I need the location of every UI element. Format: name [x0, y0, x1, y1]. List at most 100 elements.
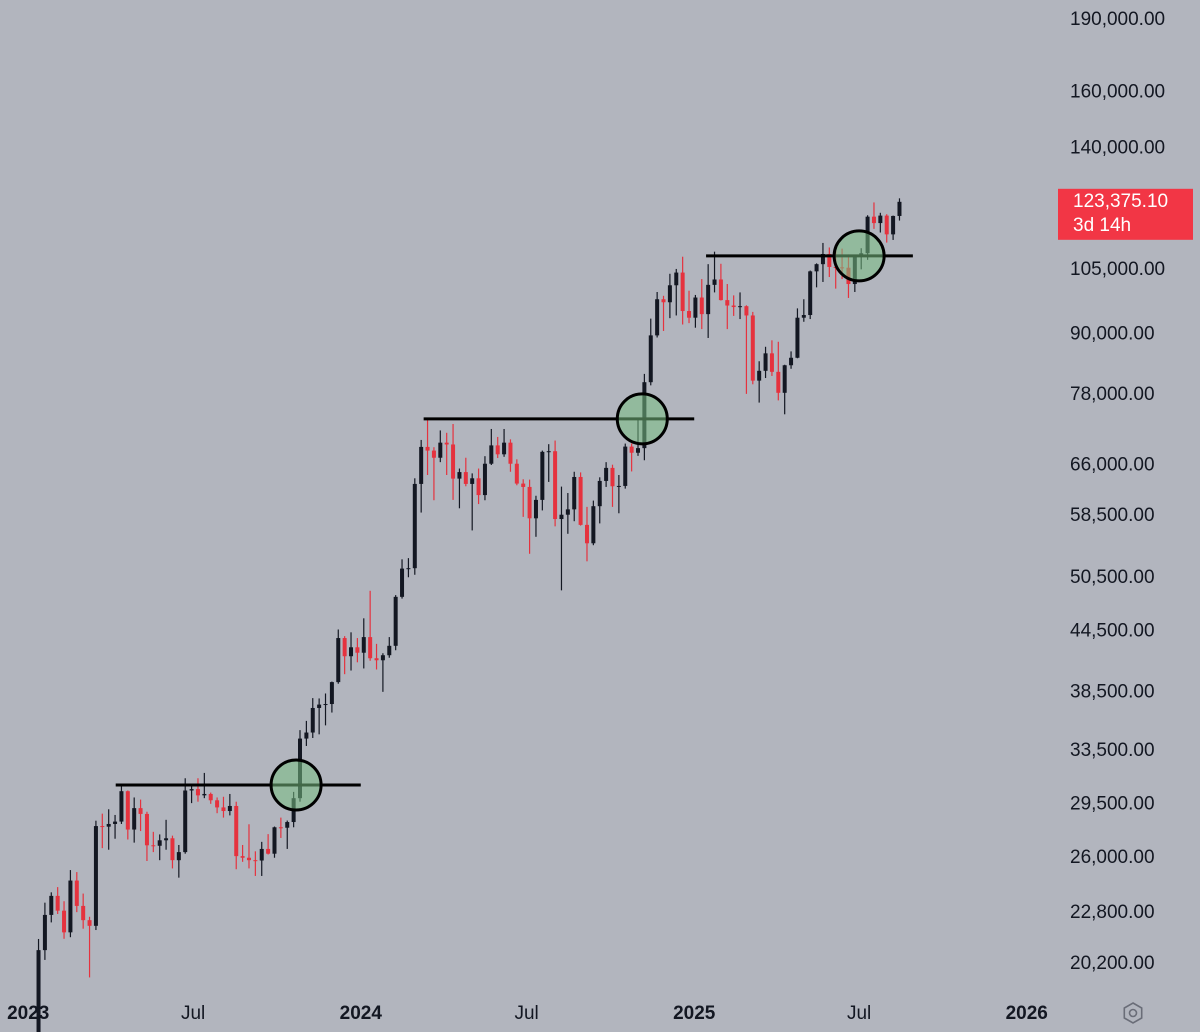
- candle: [317, 698, 322, 735]
- candle: [42, 902, 47, 960]
- candle: [132, 797, 137, 843]
- candle-body: [693, 297, 698, 318]
- candle: [425, 418, 430, 476]
- candle: [374, 643, 379, 670]
- candle: [106, 809, 111, 850]
- candle-body: [687, 311, 692, 318]
- last-price-tag: 123,375.10 3d 14h: [1058, 188, 1193, 240]
- candle: [699, 279, 704, 330]
- breakout-circle: [832, 229, 886, 283]
- candle-body: [782, 365, 787, 393]
- x-tick-label: 2023: [7, 1003, 49, 1024]
- candle: [329, 681, 334, 713]
- candle: [674, 268, 679, 316]
- y-tick-label: 160,000.00: [1070, 81, 1165, 102]
- candle: [801, 299, 806, 322]
- candle: [438, 430, 443, 463]
- y-tick-label: 190,000.00: [1070, 9, 1165, 30]
- axes: 190,000.00 160,000.00 140,000.00 105,000.00…: [7, 9, 1165, 1024]
- candle: [380, 653, 385, 692]
- candle: [304, 720, 309, 746]
- candle-body: [878, 215, 883, 224]
- candle-body: [144, 813, 149, 846]
- candle-body: [355, 647, 360, 653]
- candle: [489, 428, 494, 466]
- x-tick-label: Jul: [514, 1003, 538, 1024]
- candle-body: [234, 805, 239, 857]
- candle: [667, 273, 672, 319]
- candle-body: [183, 790, 188, 853]
- candle-body: [463, 472, 468, 484]
- candle: [93, 820, 98, 931]
- candle-body: [368, 637, 373, 659]
- candle-body: [744, 306, 749, 316]
- candle-body: [814, 264, 819, 272]
- candle-body: [361, 637, 366, 653]
- candle-body: [349, 647, 354, 657]
- candle: [693, 294, 698, 328]
- candle-body: [706, 284, 711, 315]
- candle: [355, 638, 360, 663]
- candle: [514, 459, 519, 486]
- candle-body: [521, 483, 526, 487]
- candle: [183, 778, 188, 854]
- candle: [597, 477, 602, 524]
- candle-body: [431, 450, 436, 458]
- x-tick-label: 2025: [673, 1003, 716, 1024]
- candle-body: [342, 638, 347, 657]
- candle-body: [425, 446, 430, 451]
- x-tick-label: Jul: [181, 1003, 205, 1024]
- candle-body: [801, 315, 806, 318]
- candle: [687, 290, 692, 324]
- y-tick-label: 44,500.00: [1070, 620, 1155, 641]
- candle-body: [655, 299, 660, 336]
- candle: [125, 790, 130, 840]
- candle: [718, 263, 723, 301]
- candle: [750, 311, 755, 385]
- candle: [769, 340, 774, 376]
- candle: [451, 424, 456, 500]
- candle-body: [195, 789, 200, 796]
- candle: [259, 841, 264, 876]
- candle: [113, 814, 118, 839]
- candle-body: [132, 808, 137, 830]
- candle-body: [336, 638, 341, 683]
- candle: [591, 500, 596, 546]
- candle-body: [329, 682, 334, 705]
- x-tick-label: 2026: [1006, 1003, 1048, 1024]
- y-tick-label: 66,000.00: [1070, 454, 1155, 475]
- candle-body: [604, 467, 609, 481]
- candle: [482, 456, 487, 501]
- candle-body: [699, 297, 704, 315]
- candle-body: [514, 463, 519, 484]
- candle: [738, 292, 743, 320]
- candle: [278, 817, 283, 838]
- candle-body: [680, 272, 685, 312]
- candle: [272, 826, 277, 858]
- candle: [623, 443, 628, 489]
- candle-body: [871, 216, 876, 224]
- candle-body: [253, 860, 258, 862]
- settings-icon[interactable]: [1123, 1002, 1143, 1024]
- candle-body: [221, 807, 226, 812]
- candle-body: [304, 732, 309, 739]
- candle: [584, 506, 589, 562]
- x-tick-label: Jul: [847, 1003, 871, 1024]
- candle-body: [36, 950, 41, 1032]
- candle-body: [400, 568, 405, 597]
- candle: [820, 242, 825, 282]
- candle: [189, 783, 194, 804]
- settings-hexagon: [1123, 1002, 1143, 1024]
- candle-body: [138, 808, 143, 814]
- candle-body: [891, 215, 896, 235]
- candle: [227, 793, 232, 816]
- candle: [814, 263, 819, 288]
- candle: [604, 462, 609, 487]
- candle: [36, 938, 41, 1032]
- candle: [744, 305, 749, 394]
- candle: [559, 486, 564, 591]
- candle: [808, 270, 813, 320]
- candle-body: [151, 845, 156, 847]
- candle-body: [278, 827, 283, 829]
- y-tick-label: 26,000.00: [1070, 847, 1155, 868]
